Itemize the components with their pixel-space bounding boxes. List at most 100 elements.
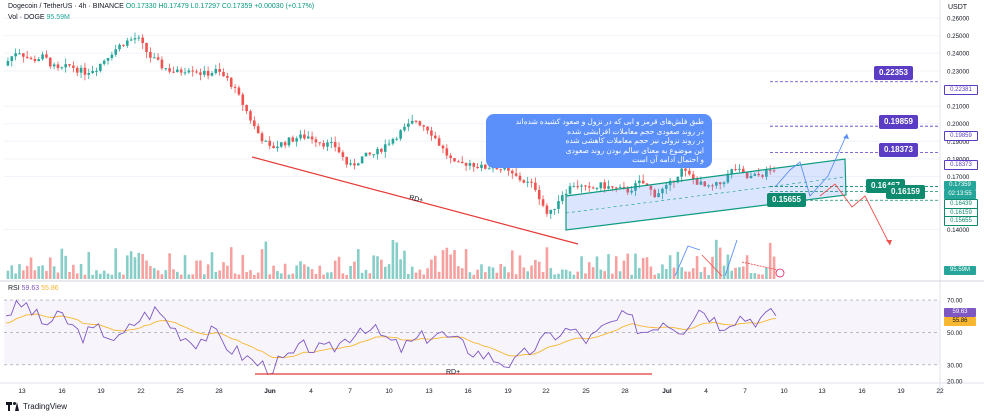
y-tick-label: 0.17000 (947, 174, 970, 181)
projection-up-arrow (843, 134, 849, 139)
volume-bar (453, 250, 456, 279)
candle-body (318, 142, 322, 144)
volume-bar (345, 274, 349, 279)
x-tick-label: 16 (858, 388, 866, 395)
candle-body (584, 185, 587, 187)
candle-body (553, 208, 556, 210)
candle-body (52, 64, 56, 67)
target-label-18373[interactable]: 0.18373 (879, 143, 918, 157)
candle-body (472, 163, 476, 167)
volume-bar (603, 271, 606, 279)
volume-bar (534, 259, 537, 279)
candle-body (376, 148, 379, 155)
rsi-label: RSI (8, 285, 20, 292)
candle-body (657, 193, 660, 198)
volume-bar (272, 265, 275, 279)
volume-bar (630, 274, 633, 279)
volume-bar (695, 256, 699, 279)
candle-body (383, 144, 387, 152)
volume-bar (580, 256, 583, 279)
candle-body (33, 58, 37, 62)
volume-bar (557, 273, 560, 279)
tradingview-brand[interactable]: TradingView (6, 402, 67, 411)
rising-channel (565, 158, 847, 231)
candle-body (168, 68, 171, 72)
candle-body (718, 182, 722, 185)
axis-tag-rsi-ma: 55.86 (944, 317, 976, 326)
volume-bar (457, 266, 460, 279)
candle-body (149, 51, 152, 58)
volume-bar (256, 272, 260, 279)
volume-bar (45, 270, 48, 279)
candle-body (333, 142, 337, 148)
volume-bar (72, 264, 75, 279)
volume-bar (745, 255, 749, 279)
volume-bar (125, 255, 129, 279)
volume-bar (765, 267, 768, 279)
volume-bar (133, 257, 137, 279)
y-tick-label: 0.19000 (947, 139, 970, 146)
volume-bar (730, 270, 734, 279)
candle-body (299, 134, 302, 139)
rsi-legend: RSI 59.63 55.86 (8, 285, 59, 292)
volume-bar (168, 253, 171, 279)
candle-body (41, 54, 44, 60)
rsi-line (5, 299, 777, 376)
axes: 0.26000 0.25000 0.24000 0.23000 0.21000 0.200… (0, 0, 984, 395)
volume-bar (260, 249, 264, 279)
candle-body (48, 57, 52, 67)
candle-body (445, 148, 449, 156)
y-tick-label: 0.23000 (947, 68, 970, 75)
candle-body (395, 138, 399, 140)
divergence-label-rsi: RD+ (446, 369, 461, 376)
candle-body (430, 130, 433, 136)
volume-bar (545, 247, 549, 279)
note-line: و احتمال ادامه آن است (632, 155, 704, 164)
candle-body (699, 181, 703, 185)
volume-bar (268, 274, 272, 279)
candle-body (487, 168, 491, 170)
candle-body (568, 186, 572, 194)
volume-bar (333, 260, 337, 279)
candle-body (464, 163, 468, 166)
candle-body (414, 120, 418, 122)
volume-bars (6, 239, 776, 279)
analysis-note[interactable]: طبق فلش‌های قرمز و ابی که در نزول و صعود… (486, 114, 712, 168)
volume-bar (715, 239, 718, 279)
volume-bar (437, 271, 441, 279)
y-tick-label: 0.24000 (947, 51, 970, 58)
volume-bar (253, 274, 256, 279)
candle-body (611, 186, 614, 188)
volume-bar (91, 274, 94, 279)
volume-trend-up (674, 245, 701, 277)
volume-bar (426, 268, 429, 279)
volume-bar (638, 267, 641, 279)
volume-bar (222, 262, 225, 279)
target-label-22353[interactable]: 0.22353 (874, 66, 913, 80)
volume-bar (611, 273, 614, 279)
candle-body (206, 70, 210, 76)
support-label-15655[interactable]: 0.15655 (767, 193, 806, 207)
candle-body (530, 181, 533, 183)
volume-bar (364, 269, 368, 279)
volume-bar (164, 270, 168, 279)
candle-body (526, 181, 529, 183)
candle-body (133, 38, 137, 40)
projection-down-arrow (886, 240, 892, 245)
axis-tag-volume: 95.59M (944, 266, 976, 275)
candle-body (418, 121, 422, 126)
volume-bar (761, 274, 764, 279)
y-tick-label: 0.26000 (947, 16, 970, 23)
support-label-16159[interactable]: 0.16159 (886, 185, 925, 199)
candle-body (337, 147, 341, 153)
candle-body (503, 167, 506, 170)
candle-body (118, 44, 121, 50)
candle-body (734, 169, 737, 171)
volume-bar (245, 271, 248, 279)
volume-bar (122, 274, 125, 279)
candle-body (102, 60, 106, 64)
candle-body (172, 71, 175, 73)
target-label-19859[interactable]: 0.19859 (879, 115, 918, 129)
candle-body (688, 170, 691, 175)
